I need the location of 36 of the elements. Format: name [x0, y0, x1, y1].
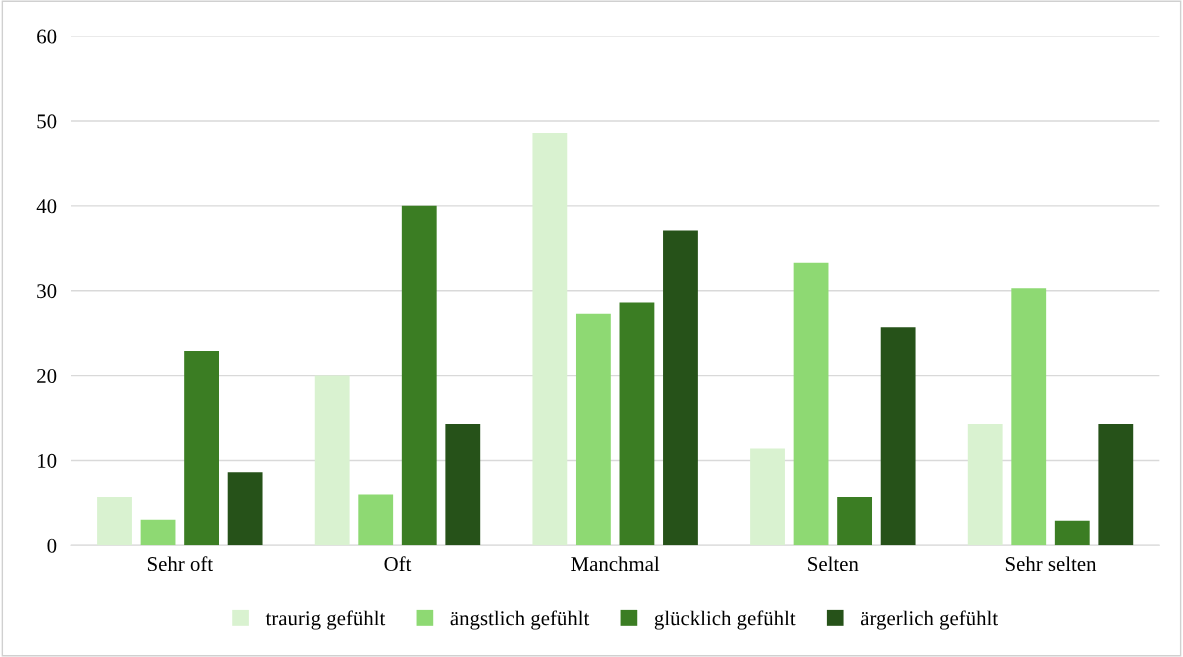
y-tick-label: 20 — [37, 368, 57, 384]
y-tick-label: 10 — [38, 453, 57, 468]
y-tick-label: 60 — [37, 29, 57, 44]
bar — [227, 472, 263, 546]
bar — [358, 494, 394, 546]
bar — [1011, 288, 1047, 546]
legend-label: ärgerlich gefühlt — [860, 610, 998, 630]
y-tick-label: 40 — [36, 199, 57, 214]
bar — [575, 313, 611, 546]
bar — [967, 423, 1003, 546]
x-tick-label: Manchmal — [571, 556, 660, 572]
y-tick-label: 0 — [47, 538, 57, 553]
x-tick-label: Sehr selten — [1005, 556, 1097, 572]
bar — [184, 350, 219, 546]
bar — [314, 375, 350, 546]
legend-label: glücklich gefühlt — [654, 610, 796, 630]
bar — [140, 519, 176, 546]
bar — [837, 496, 873, 546]
bar — [793, 262, 829, 546]
bar — [401, 205, 437, 546]
y-tick-label: 30 — [37, 284, 57, 299]
bar — [445, 423, 481, 546]
x-tick-label: Sehr oft — [147, 556, 213, 572]
x-tick-label: Oft — [384, 556, 412, 572]
bar — [663, 230, 698, 546]
bar — [619, 302, 655, 546]
bar — [97, 496, 132, 546]
y-tick-label: 50 — [37, 114, 57, 129]
bar — [1098, 423, 1134, 546]
bar — [880, 327, 916, 546]
bar — [1054, 520, 1090, 546]
x-tick-label: Selten — [808, 556, 859, 572]
bar — [532, 132, 568, 546]
legend-label: traurig gefühlt — [265, 610, 386, 630]
bar — [750, 448, 785, 546]
legend-label: ängstlich gefühlt — [450, 610, 590, 630]
